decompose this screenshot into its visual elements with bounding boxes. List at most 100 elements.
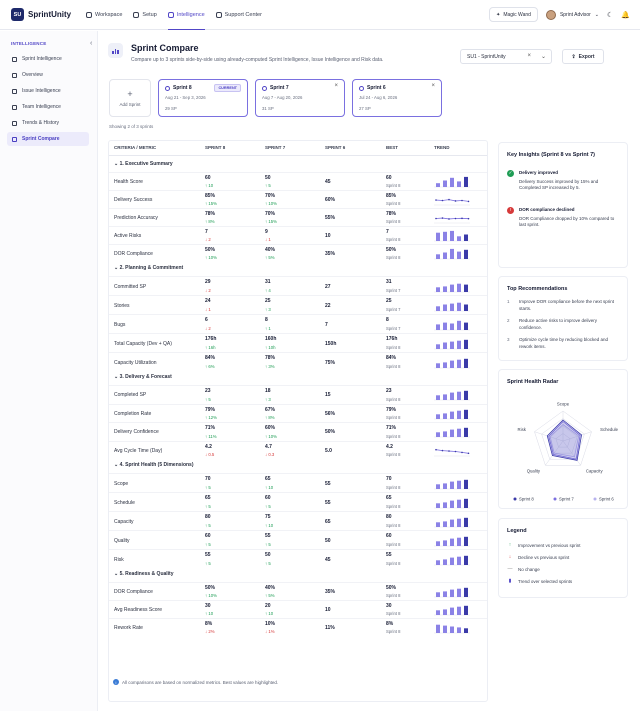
trend-bar: [436, 232, 440, 241]
sidebar-item-icon: [12, 72, 17, 78]
delta-indicator: ↑ 5: [265, 561, 271, 566]
sidebar-item-issue-intelligence[interactable]: Issue Intelligence: [7, 84, 89, 98]
best-value: 85%: [386, 193, 397, 199]
table-row: Completed SP 23 ↑ 5 18 ↑ 3 15 23 Sprint 8: [109, 385, 487, 404]
section-header[interactable]: ⌄ 4. Sprint Health (5 Dimensions): [114, 462, 194, 468]
delta-indicator: ↑ 1: [265, 326, 271, 331]
moon-icon[interactable]: ☾: [607, 11, 614, 19]
section-header[interactable]: ⌄ 3. Delivery & Forecast: [114, 374, 172, 380]
project-select[interactable]: SU1 - SprintUnity × ⌄: [460, 49, 552, 64]
arrow-up-icon: ↑: [265, 433, 269, 439]
metric-value: 8: [265, 317, 268, 323]
trend-point: [448, 450, 450, 452]
trend-bar: [464, 517, 468, 527]
note-text: All comparisons are based on normalized …: [122, 679, 279, 685]
nav-setup[interactable]: Setup: [133, 0, 157, 30]
table-row: Avg Cycle Time (Day) 4.2 ↓ 0.5 4.7 ↓ 0.3 5.0 4…: [109, 440, 487, 460]
best-sprint: Sprint 8: [386, 415, 401, 420]
sidebar-item-trends-history[interactable]: Trends & History: [7, 116, 89, 130]
recommendation-text: Reduce active risks to improve delivery …: [519, 318, 598, 330]
close-icon[interactable]: ×: [334, 83, 338, 89]
metric-value: 27: [325, 283, 331, 290]
metric-value: 70%: [265, 193, 276, 199]
recommendations-panel: Top Recommendations 1 Improve DOR complia…: [498, 276, 628, 361]
trend-bar: [457, 537, 461, 546]
clear-icon[interactable]: ×: [527, 53, 531, 59]
trend-sparkline: [434, 320, 470, 330]
delta-value: 6%: [208, 364, 215, 369]
magic-wand-button[interactable]: ✦ Magic Wand: [489, 7, 538, 22]
delta-indicator: ↓ 1%: [265, 629, 275, 634]
arrow-up-icon: ↑: [205, 345, 209, 350]
delta-indicator: ↑ 8%: [205, 219, 215, 224]
section-header[interactable]: ⌄ 2. Planning & Commitment: [114, 265, 183, 271]
bell-icon[interactable]: 🔔: [621, 11, 630, 19]
metric-label: Stories: [114, 302, 130, 309]
legend-title: Legend: [507, 528, 527, 534]
trend-sparkline: [434, 358, 470, 368]
best-value: 7: [386, 229, 389, 235]
trend-bar: [436, 432, 440, 438]
delta-indicator: ↑ 3: [265, 307, 271, 312]
nav-workspace[interactable]: Workspace: [86, 0, 122, 30]
delta-indicator: ↑ 4: [265, 288, 271, 293]
best-sprint: Sprint 8: [386, 485, 401, 490]
sprint-card[interactable]: Sprint 7 Aug 7 - Aug 20, 2026 31 SP ×: [255, 79, 345, 117]
section-title: 4. Sprint Health (5 Dimensions): [119, 462, 194, 468]
trend-bar: [450, 303, 454, 311]
trend-bar: [464, 555, 468, 565]
delta-value: 10: [268, 485, 274, 490]
delta-value: 8%: [208, 219, 215, 224]
sidebar-item-sprint-intelligence[interactable]: Sprint Intelligence: [7, 52, 89, 66]
add-sprint-label: Add Sprint: [119, 102, 141, 107]
trend-bar: [457, 499, 461, 508]
metric-value: 22: [325, 302, 331, 309]
export-button[interactable]: ⇪ Export: [562, 49, 604, 64]
section-header[interactable]: ⌄ 1. Executive Summary: [114, 161, 173, 167]
metric-label: DOR Compliance: [114, 251, 153, 257]
trend-line: [435, 449, 469, 454]
sprint-card-title: Sprint 6: [359, 85, 435, 91]
delta-value: 1: [268, 237, 271, 242]
recommendation-item: 3 Optimize cycle time by reducing blocked…: [507, 337, 619, 350]
nav-support-center[interactable]: Support Center: [215, 0, 262, 30]
table-row: Delivery Success 85% ↑ 15% 70% ↑ 10% 60% 85% Sp…: [109, 190, 487, 208]
trend-bar: [450, 230, 454, 241]
metric-value: 10: [325, 607, 331, 613]
metric-value: 55: [265, 533, 271, 539]
trend-bar: [436, 483, 440, 489]
metric-value: 31: [265, 279, 271, 285]
sidebar-item-team-intelligence[interactable]: Team Intelligence: [7, 100, 89, 114]
recommendation-number: 2: [507, 318, 510, 323]
arrow-up-icon: ↑: [205, 593, 209, 598]
app-logo[interactable]: SU SprintUnity: [11, 8, 71, 21]
collapse-icon[interactable]: ‹: [90, 40, 93, 47]
sprint-card[interactable]: Sprint 8 Aug 21 - Sep 3, 2026 29 SP CURRENT: [158, 79, 248, 117]
trend-bar: [443, 285, 447, 292]
best-sprint: Sprint 8: [386, 183, 401, 188]
trend-sparkline: [434, 555, 470, 565]
metric-value: 8%: [205, 621, 213, 627]
metric-label: Completion Rate: [114, 410, 152, 417]
sprint-card[interactable]: Sprint 6 Jul 24 - Aug 6, 2026 27 SP ×: [352, 79, 442, 117]
delta-indicator: ↑ 5: [265, 504, 271, 509]
trend-bar: [464, 498, 468, 508]
trend-bar: [464, 339, 468, 349]
trend-bar: [436, 610, 440, 615]
trend-bar: [457, 181, 461, 187]
arrow-down-icon: ↓: [508, 554, 512, 560]
best-sprint: Sprint 8: [386, 611, 401, 616]
trend-bar: [464, 304, 468, 311]
trend-bar: [450, 429, 454, 438]
section-header[interactable]: ⌄ 5. Readiness & Quality: [114, 571, 174, 577]
user-menu[interactable]: Sprint Advisor ⌄: [545, 9, 599, 20]
sidebar-item-sprint-compare[interactable]: Sprint Compare: [7, 132, 89, 146]
metric-value: 29: [205, 279, 211, 285]
sidebar-item-overview[interactable]: Overview: [7, 68, 89, 82]
delta-indicator: ↑ 5: [265, 183, 271, 188]
add-sprint-button[interactable]: + Add Sprint: [109, 79, 151, 117]
close-icon[interactable]: ×: [431, 83, 435, 89]
best-value: 65: [386, 495, 392, 501]
nav-intelligence[interactable]: Intelligence: [167, 0, 205, 30]
trend-point: [454, 217, 457, 220]
